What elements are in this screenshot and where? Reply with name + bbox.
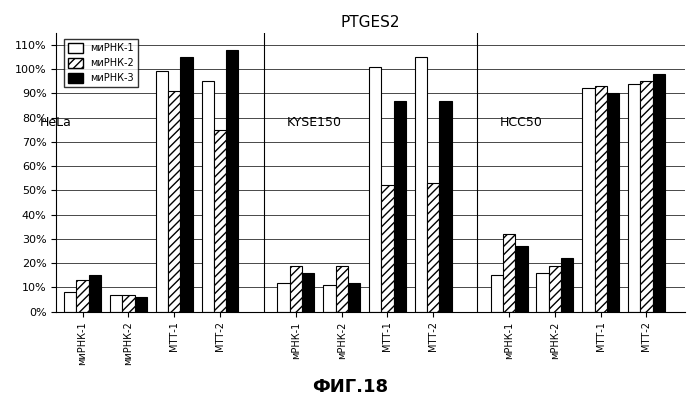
Bar [393, 101, 406, 312]
Bar [134, 297, 147, 312]
Bar [110, 295, 122, 312]
Bar [440, 101, 452, 312]
Bar [214, 129, 226, 312]
Bar [64, 292, 76, 312]
Bar [607, 93, 619, 312]
Bar [323, 285, 335, 312]
Title: PTGES2: PTGES2 [341, 15, 400, 30]
Bar [226, 50, 239, 312]
Legend: миРНК-1, миРНК-2, миРНК-3: миРНК-1, миРНК-2, миРНК-3 [64, 39, 138, 87]
Bar [277, 283, 290, 312]
Bar [181, 57, 192, 312]
Bar [628, 84, 640, 312]
Bar [582, 88, 594, 312]
Bar [549, 266, 561, 312]
Bar [652, 74, 665, 312]
Bar [503, 234, 515, 312]
Text: HCC50: HCC50 [500, 116, 542, 129]
Bar [415, 57, 427, 312]
Bar [515, 246, 528, 312]
Bar [491, 275, 503, 312]
Bar [290, 266, 302, 312]
Text: KYSE150: KYSE150 [286, 116, 342, 129]
Bar [89, 275, 101, 312]
Bar [561, 258, 573, 312]
Bar [335, 266, 348, 312]
Bar [168, 91, 181, 312]
Bar [640, 81, 652, 312]
Bar [122, 295, 134, 312]
Bar [369, 67, 382, 312]
Bar [76, 280, 89, 312]
Bar [348, 283, 360, 312]
Bar [202, 81, 214, 312]
Text: HeLa: HeLa [40, 116, 71, 129]
Text: ФИГ.18: ФИГ.18 [312, 378, 388, 396]
Bar [427, 183, 440, 312]
Bar [382, 185, 393, 312]
Bar [155, 71, 168, 312]
Bar [594, 86, 607, 312]
Bar [536, 273, 549, 312]
Bar [302, 273, 314, 312]
